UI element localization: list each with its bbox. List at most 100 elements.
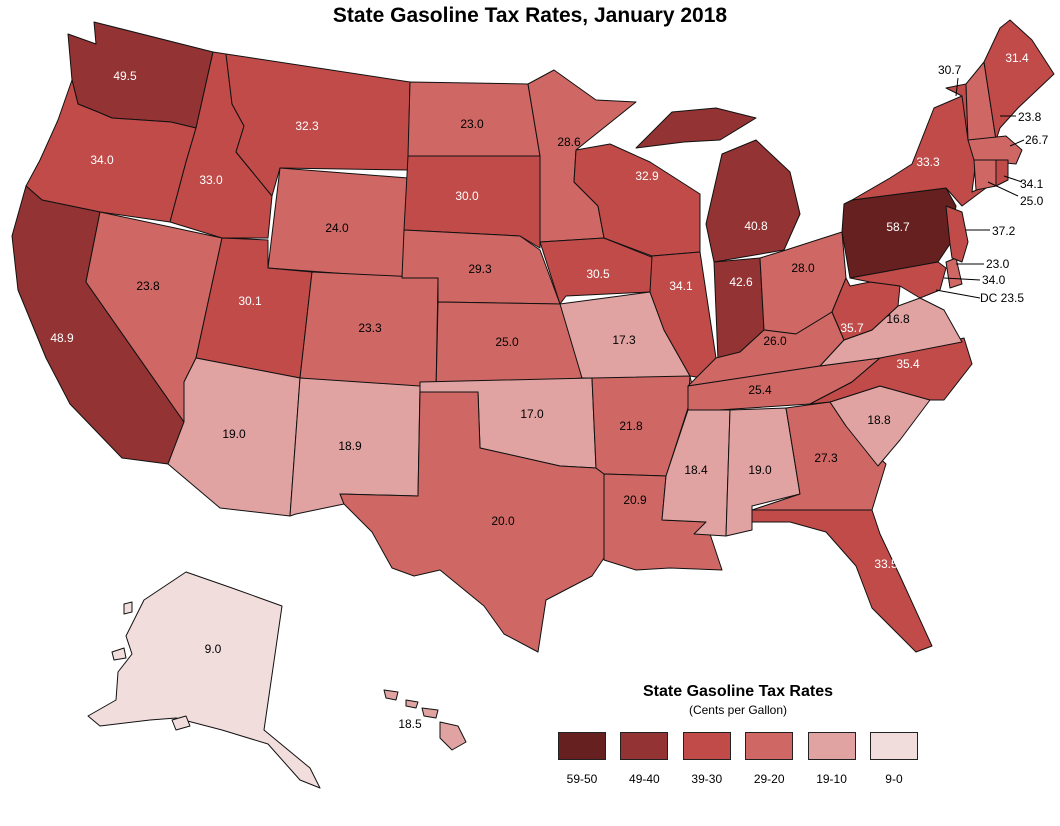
legend-label: 9-0 bbox=[885, 772, 903, 786]
legend-label: 39-30 bbox=[691, 772, 723, 786]
legend: State Gasoline Tax Rates (Cents per Gall… bbox=[548, 683, 928, 786]
label-nv: 23.8 bbox=[136, 279, 160, 293]
label-co: 23.3 bbox=[358, 321, 382, 335]
label-il: 34.1 bbox=[669, 279, 693, 293]
label-fl: 33.5 bbox=[874, 557, 898, 571]
label-ks: 25.0 bbox=[495, 335, 519, 349]
label-mo: 17.3 bbox=[612, 333, 636, 347]
legend-item: 19-10 bbox=[807, 732, 856, 786]
legend-swatch bbox=[869, 732, 918, 760]
label-wa: 49.5 bbox=[113, 69, 137, 83]
state-ct bbox=[973, 159, 997, 191]
label-ca: 48.9 bbox=[50, 331, 74, 345]
label-ma: 26.7 bbox=[1025, 133, 1049, 147]
label-ne: 29.3 bbox=[468, 262, 492, 276]
label-ga: 27.3 bbox=[814, 451, 838, 465]
legend-label: 19-10 bbox=[816, 772, 847, 786]
legend-label: 49-40 bbox=[629, 772, 660, 786]
state-md bbox=[849, 261, 947, 299]
state-ak-island bbox=[111, 647, 127, 661]
label-nc: 35.4 bbox=[896, 357, 920, 371]
legend-item: 29-20 bbox=[745, 732, 794, 786]
state-fl bbox=[751, 509, 933, 653]
label-nh: 23.8 bbox=[1018, 110, 1042, 124]
state-nj bbox=[945, 205, 969, 263]
label-me: 31.4 bbox=[1005, 51, 1029, 65]
legend-swatch bbox=[807, 732, 856, 760]
legend-items: 59-50 49-40 39-30 29-20 19-10 9-0 bbox=[548, 732, 928, 786]
legend-item: 9-0 bbox=[869, 732, 918, 786]
legend-swatch bbox=[620, 732, 669, 760]
state-il bbox=[649, 251, 717, 379]
label-oh: 28.0 bbox=[791, 261, 815, 275]
state-me bbox=[983, 19, 1055, 141]
label-wv: 35.7 bbox=[840, 321, 864, 335]
label-mn: 28.6 bbox=[557, 135, 581, 149]
label-id: 33.0 bbox=[199, 173, 223, 187]
state-ak-island bbox=[171, 715, 191, 731]
legend-title: State Gasoline Tax Rates bbox=[643, 683, 833, 700]
label-in: 42.6 bbox=[729, 275, 753, 289]
label-ak: 9.0 bbox=[205, 642, 222, 656]
label-nj: 37.2 bbox=[992, 224, 1016, 238]
leader-ma bbox=[1009, 139, 1025, 147]
label-la: 20.9 bbox=[623, 493, 647, 507]
label-mt: 32.3 bbox=[295, 119, 319, 133]
leader-dc bbox=[935, 289, 981, 299]
legend-swatch bbox=[745, 732, 794, 760]
label-vt: 30.7 bbox=[938, 63, 962, 77]
label-ri: 34.1 bbox=[1020, 177, 1044, 191]
state-ak bbox=[87, 571, 321, 789]
state-de bbox=[945, 257, 963, 289]
label-va: 16.8 bbox=[886, 312, 910, 326]
label-tx: 20.0 bbox=[491, 514, 515, 528]
state-ma bbox=[967, 135, 1023, 165]
state-hi-island bbox=[383, 689, 399, 701]
label-nd: 23.0 bbox=[460, 117, 484, 131]
legend-label: 59-50 bbox=[566, 772, 598, 786]
label-nm: 18.9 bbox=[338, 439, 362, 453]
label-hi: 18.5 bbox=[398, 717, 422, 731]
label-tn: 25.4 bbox=[748, 383, 772, 397]
label-or: 34.0 bbox=[90, 153, 114, 167]
label-wy: 24.0 bbox=[325, 221, 349, 235]
state-tx bbox=[339, 391, 621, 653]
label-de: 23.0 bbox=[986, 257, 1010, 271]
label-az: 19.0 bbox=[222, 427, 246, 441]
legend-swatch bbox=[558, 732, 606, 760]
label-ia: 30.5 bbox=[586, 267, 610, 281]
leader-md bbox=[943, 277, 981, 281]
legend-item: 49-40 bbox=[620, 732, 669, 786]
state-ri bbox=[995, 159, 1009, 187]
legend-item: 59-50 bbox=[558, 732, 606, 786]
label-ny: 33.3 bbox=[916, 155, 940, 169]
label-md: 34.0 bbox=[982, 273, 1006, 287]
state-sd bbox=[403, 155, 541, 249]
label-ok: 17.0 bbox=[520, 407, 544, 421]
state-mi bbox=[635, 107, 801, 263]
legend-swatch bbox=[682, 732, 731, 760]
leader-ri bbox=[1003, 175, 1023, 183]
state-ca bbox=[11, 185, 185, 465]
map-title: State Gasoline Tax Rates, January 2018 bbox=[332, 4, 728, 27]
label-ut: 30.1 bbox=[238, 294, 262, 308]
label-mi: 40.8 bbox=[744, 219, 768, 233]
label-dc: DC 23.5 bbox=[980, 291, 1024, 305]
state-hi-island bbox=[421, 707, 439, 719]
leader-ct bbox=[987, 181, 1019, 197]
label-ky: 26.0 bbox=[763, 334, 787, 348]
label-al: 19.0 bbox=[748, 463, 772, 477]
label-pa: 58.7 bbox=[886, 220, 910, 234]
label-ar: 21.8 bbox=[619, 419, 643, 433]
label-ct: 25.0 bbox=[1020, 194, 1044, 208]
label-sc: 18.8 bbox=[867, 413, 891, 427]
state-hi-island bbox=[405, 699, 419, 709]
leader-vt bbox=[955, 77, 959, 97]
state-ak-island bbox=[123, 601, 133, 615]
legend-subtitle: (Cents per Gallon) bbox=[688, 703, 788, 717]
label-wi: 32.9 bbox=[635, 169, 659, 183]
legend-item: 39-30 bbox=[682, 732, 731, 786]
state-hi bbox=[439, 721, 467, 751]
legend-label: 29-20 bbox=[753, 772, 785, 786]
